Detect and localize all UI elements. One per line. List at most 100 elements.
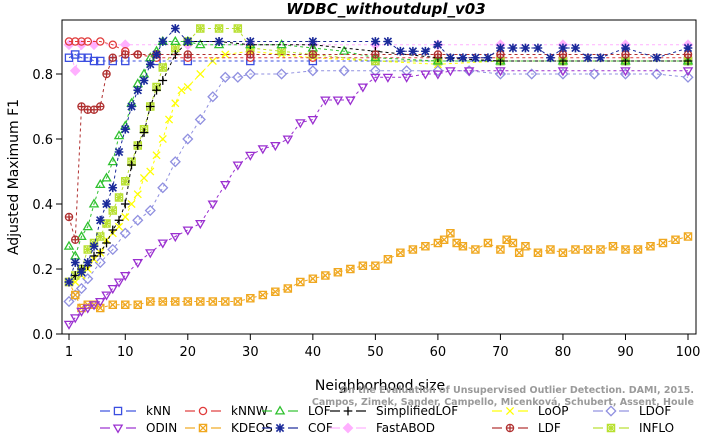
marker xyxy=(120,199,130,209)
marker xyxy=(421,46,430,56)
marker xyxy=(521,241,530,251)
y-tick-label: 0.0 xyxy=(32,328,53,343)
marker xyxy=(95,248,105,258)
marker xyxy=(338,45,350,55)
legend-label: LDOF xyxy=(639,404,671,418)
marker xyxy=(183,297,192,306)
legend-label: FastABOD xyxy=(376,421,435,434)
marker xyxy=(133,300,143,309)
legend-label: INFLO xyxy=(639,421,674,434)
marker xyxy=(90,106,98,114)
marker xyxy=(232,71,244,83)
marker xyxy=(113,278,125,288)
marker xyxy=(63,240,75,250)
marker xyxy=(332,96,344,106)
marker xyxy=(496,245,505,254)
marker xyxy=(89,56,99,66)
marker xyxy=(127,160,136,170)
marker xyxy=(139,76,149,85)
marker xyxy=(170,35,181,46)
marker xyxy=(146,297,155,306)
marker xyxy=(557,68,569,80)
marker xyxy=(63,320,75,330)
marker xyxy=(198,406,208,416)
marker xyxy=(71,37,80,46)
marker xyxy=(370,73,381,83)
marker xyxy=(94,178,106,189)
marker xyxy=(271,287,280,296)
marker xyxy=(571,245,580,254)
marker xyxy=(233,24,242,33)
credit-line-2: Campos, Zimek, Sander, Campello, Micenko… xyxy=(312,397,694,408)
marker xyxy=(232,161,244,171)
legend-item: COF xyxy=(262,421,333,434)
marker xyxy=(434,50,442,59)
marker xyxy=(88,301,100,311)
marker xyxy=(371,37,380,46)
marker xyxy=(69,314,81,324)
marker xyxy=(514,248,524,257)
marker xyxy=(282,135,294,145)
marker xyxy=(195,39,206,49)
marker xyxy=(346,264,355,274)
chart-title: WDBC_withoutdupl_v03 xyxy=(286,0,485,18)
marker xyxy=(152,85,161,95)
legend-item: KDEOS xyxy=(185,421,273,434)
marker xyxy=(521,43,530,53)
marker xyxy=(114,215,124,225)
marker xyxy=(494,68,507,80)
marker xyxy=(401,65,413,77)
marker xyxy=(396,46,405,56)
marker xyxy=(96,303,105,313)
marker xyxy=(107,243,119,256)
marker xyxy=(77,102,86,111)
marker xyxy=(102,219,111,228)
marker xyxy=(283,284,293,293)
marker xyxy=(121,300,130,309)
marker xyxy=(382,73,394,83)
legend-item: kNN xyxy=(100,404,171,418)
x-tick-label: 80 xyxy=(555,345,572,360)
marker xyxy=(463,67,475,77)
marker xyxy=(357,83,369,93)
series-line xyxy=(68,41,688,258)
marker xyxy=(133,300,142,309)
marker xyxy=(77,53,86,63)
marker xyxy=(83,258,93,267)
series-odin xyxy=(63,67,694,330)
marker xyxy=(171,297,180,306)
marker xyxy=(333,268,342,277)
marker xyxy=(342,422,354,434)
y-tick-label: 0.8 xyxy=(32,68,53,83)
marker xyxy=(408,46,418,56)
legend-label: KDEOS xyxy=(231,421,273,434)
marker xyxy=(88,198,100,208)
legend-item: LOF xyxy=(262,404,331,418)
marker xyxy=(158,134,167,144)
series-line xyxy=(69,41,688,59)
marker xyxy=(158,297,168,306)
marker xyxy=(158,63,167,72)
marker xyxy=(558,43,568,53)
marker xyxy=(134,50,142,59)
marker xyxy=(321,271,330,280)
marker xyxy=(309,50,317,59)
marker xyxy=(508,238,518,248)
marker xyxy=(233,297,243,306)
x-tick-label: 100 xyxy=(676,345,701,360)
marker xyxy=(146,297,155,306)
marker xyxy=(64,277,74,287)
marker xyxy=(121,300,130,309)
marker xyxy=(152,151,161,160)
legend-label: LDF xyxy=(538,421,561,434)
marker xyxy=(505,406,515,416)
marker xyxy=(198,423,208,433)
marker xyxy=(471,245,480,254)
marker xyxy=(108,300,117,309)
marker xyxy=(244,68,256,80)
marker xyxy=(157,182,169,194)
marker xyxy=(183,82,192,92)
marker xyxy=(274,405,286,415)
marker xyxy=(558,248,568,257)
